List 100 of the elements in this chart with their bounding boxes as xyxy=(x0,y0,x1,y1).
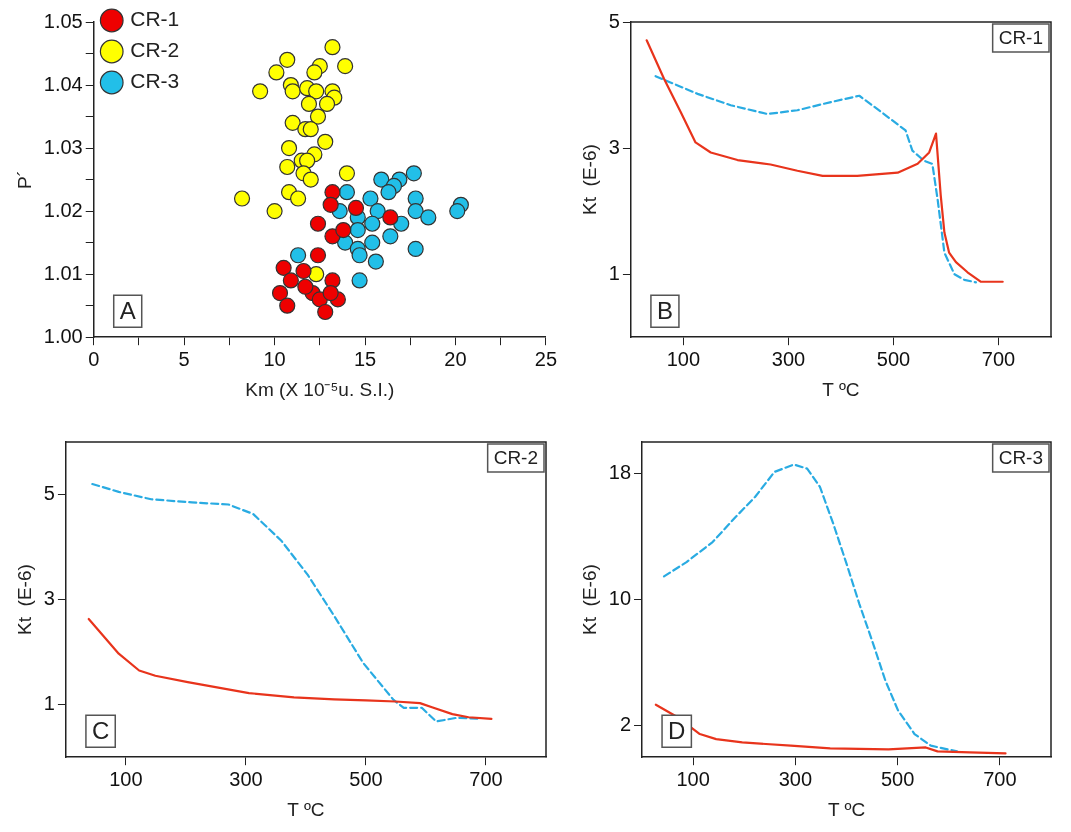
point xyxy=(290,190,307,207)
x-axis-title: T ºC xyxy=(287,798,325,820)
x-tick-label: 0 xyxy=(88,347,100,370)
point xyxy=(380,184,397,201)
y-axis-title: Kt (E-6) xyxy=(578,144,600,215)
x-axis-title: T ºC xyxy=(822,378,860,400)
x-tick-label: 10 xyxy=(263,347,286,370)
point xyxy=(302,121,319,138)
y-tick-label: 1 xyxy=(43,692,55,715)
point xyxy=(338,184,356,201)
point xyxy=(324,39,341,56)
point xyxy=(318,95,336,113)
point xyxy=(351,272,368,289)
y-tick-label: 1 xyxy=(608,261,620,284)
annotation: CR-1 xyxy=(998,27,1044,49)
y-tick-label: 1.00 xyxy=(43,324,83,347)
point xyxy=(407,203,424,220)
point xyxy=(337,58,354,75)
x-tick-label: 700 xyxy=(981,347,1016,370)
legend-label: CR-2 xyxy=(130,38,180,62)
x-axis-title: T ºC xyxy=(827,798,866,820)
point xyxy=(284,83,301,100)
y-tick-label: 10 xyxy=(608,587,632,610)
x-tick-label: 15 xyxy=(353,347,377,370)
y-axis-title: P´ xyxy=(13,170,35,190)
point xyxy=(299,152,316,169)
point xyxy=(275,259,292,276)
annotation: A xyxy=(119,296,136,324)
point xyxy=(420,209,437,226)
point xyxy=(300,95,318,113)
point xyxy=(297,278,314,295)
annotation: CR-2 xyxy=(493,447,539,469)
point xyxy=(302,171,319,188)
point xyxy=(382,228,399,245)
x-tick-label: 5 xyxy=(178,347,190,370)
x-tick-label: 100 xyxy=(676,767,710,790)
y-tick-label: 5 xyxy=(608,9,620,32)
point xyxy=(308,266,325,283)
point xyxy=(347,199,365,217)
x-tick-label: 100 xyxy=(109,767,143,790)
line-series xyxy=(654,75,978,284)
x-tick-label: 25 xyxy=(534,347,557,370)
point xyxy=(295,262,312,280)
annotation: D xyxy=(668,716,686,744)
point xyxy=(279,51,296,68)
point xyxy=(308,83,325,100)
point xyxy=(322,284,339,302)
x-tick-label: 300 xyxy=(771,347,806,370)
point xyxy=(309,247,327,264)
point xyxy=(306,64,323,81)
x-tick-label: 300 xyxy=(778,767,813,790)
point xyxy=(268,64,285,81)
x-tick-label: 700 xyxy=(983,767,1017,790)
line-series xyxy=(662,463,959,753)
y-tick-label: 3 xyxy=(43,587,55,610)
annotation: B xyxy=(656,296,673,324)
point xyxy=(317,133,334,150)
point xyxy=(407,240,424,258)
y-tick-label: 1.04 xyxy=(43,72,83,95)
annotation: C xyxy=(91,716,110,744)
point xyxy=(351,247,368,264)
annotation: CR-3 xyxy=(998,447,1044,469)
point xyxy=(252,83,269,100)
y-tick-label: 1.02 xyxy=(43,198,83,221)
x-tick-label: 100 xyxy=(666,347,701,370)
point xyxy=(373,171,390,188)
legend-label: CR-1 xyxy=(130,7,180,31)
y-tick-label: 1.05 xyxy=(43,9,83,32)
point xyxy=(362,190,379,207)
point xyxy=(367,253,384,270)
y-axis-title: Kt (E-6) xyxy=(578,564,600,635)
point xyxy=(266,203,283,220)
point xyxy=(284,114,301,131)
x-axis-title: Km (X 10⁻⁵u. S.I.) xyxy=(245,378,395,400)
y-axis-title: Kt (E-6) xyxy=(13,564,35,635)
point xyxy=(282,272,299,289)
point xyxy=(279,158,296,176)
x-tick-label: 500 xyxy=(880,767,915,790)
point xyxy=(405,165,422,182)
point xyxy=(382,209,399,226)
point xyxy=(349,221,366,239)
x-tick-label: 500 xyxy=(876,347,911,370)
y-tick-label: 5 xyxy=(43,482,55,505)
legend-label: CR-3 xyxy=(130,69,180,93)
y-tick-label: 2 xyxy=(619,713,632,736)
point xyxy=(317,303,334,321)
point xyxy=(322,196,339,213)
point xyxy=(279,297,296,314)
point xyxy=(290,247,307,264)
point xyxy=(364,234,381,251)
y-tick-label: 3 xyxy=(608,135,620,158)
point xyxy=(280,139,298,157)
point xyxy=(338,165,356,182)
point xyxy=(449,203,466,220)
point xyxy=(335,221,352,239)
point xyxy=(233,190,251,207)
point xyxy=(309,108,327,125)
point xyxy=(309,215,327,232)
x-tick-label: 20 xyxy=(444,347,467,370)
y-tick-label: 1.03 xyxy=(43,135,83,158)
